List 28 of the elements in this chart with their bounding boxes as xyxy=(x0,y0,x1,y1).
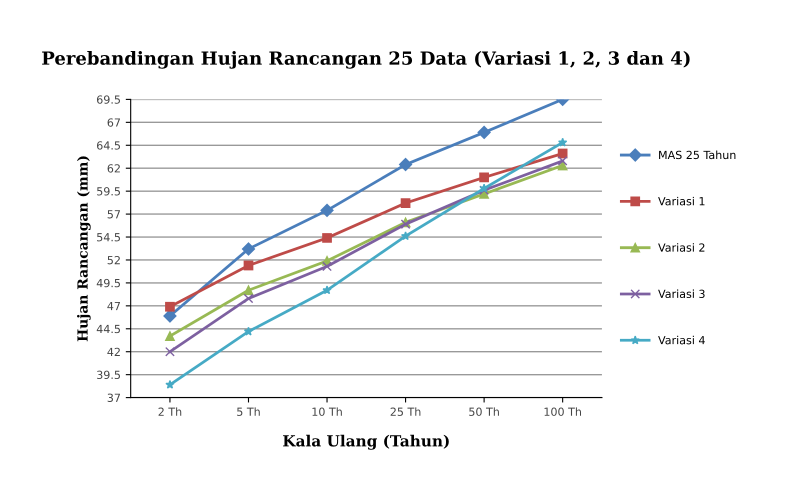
y-tick-label: 47 xyxy=(107,302,120,310)
y-tick-label: 67 xyxy=(108,118,120,127)
y-tick-label: 44.5 xyxy=(96,324,120,334)
legend-label: Variasi 2 xyxy=(658,243,704,252)
chart-title: Perebandingan Hujan Rancangan 25 Data (Variasi 1, 2, 3 dan 4) xyxy=(42,50,690,69)
y-tick-label: 69.5 xyxy=(96,95,120,104)
y-tick-label: 42 xyxy=(107,348,120,356)
y-axis-title: Hujan Rancangan (mm) xyxy=(77,156,91,342)
y-tick-label: 52 xyxy=(108,256,120,264)
legend-label: Variasi 3 xyxy=(658,289,705,298)
y-tick-label: 54.5 xyxy=(97,233,120,242)
y-tick-label: 62 xyxy=(108,164,120,173)
x-tick-label: 25 Th xyxy=(390,407,420,416)
legend-label: Variasi 4 xyxy=(658,336,705,344)
x-tick-label: 5 Th xyxy=(237,407,260,416)
y-tick-label: 37 xyxy=(108,394,120,402)
x-tick-label: 2 Th xyxy=(158,407,182,416)
x-tick-label: 10 Th xyxy=(312,407,342,416)
y-tick-label: 64.5 xyxy=(96,141,120,150)
y-tick-label: 49.5 xyxy=(96,278,120,288)
legend-label: Variasi 1 xyxy=(658,196,704,206)
y-tick-label: 39.5 xyxy=(97,370,120,380)
x-axis-title: Kala Ulang (Tahun) xyxy=(283,434,449,450)
y-tick-label: 59.5 xyxy=(97,187,120,196)
x-tick-label: 100 Th xyxy=(544,407,581,416)
y-tick-label: 57 xyxy=(108,210,120,218)
x-tick-label: 50 Th xyxy=(469,407,499,416)
legend-label: MAS 25 Tahun xyxy=(659,150,736,160)
